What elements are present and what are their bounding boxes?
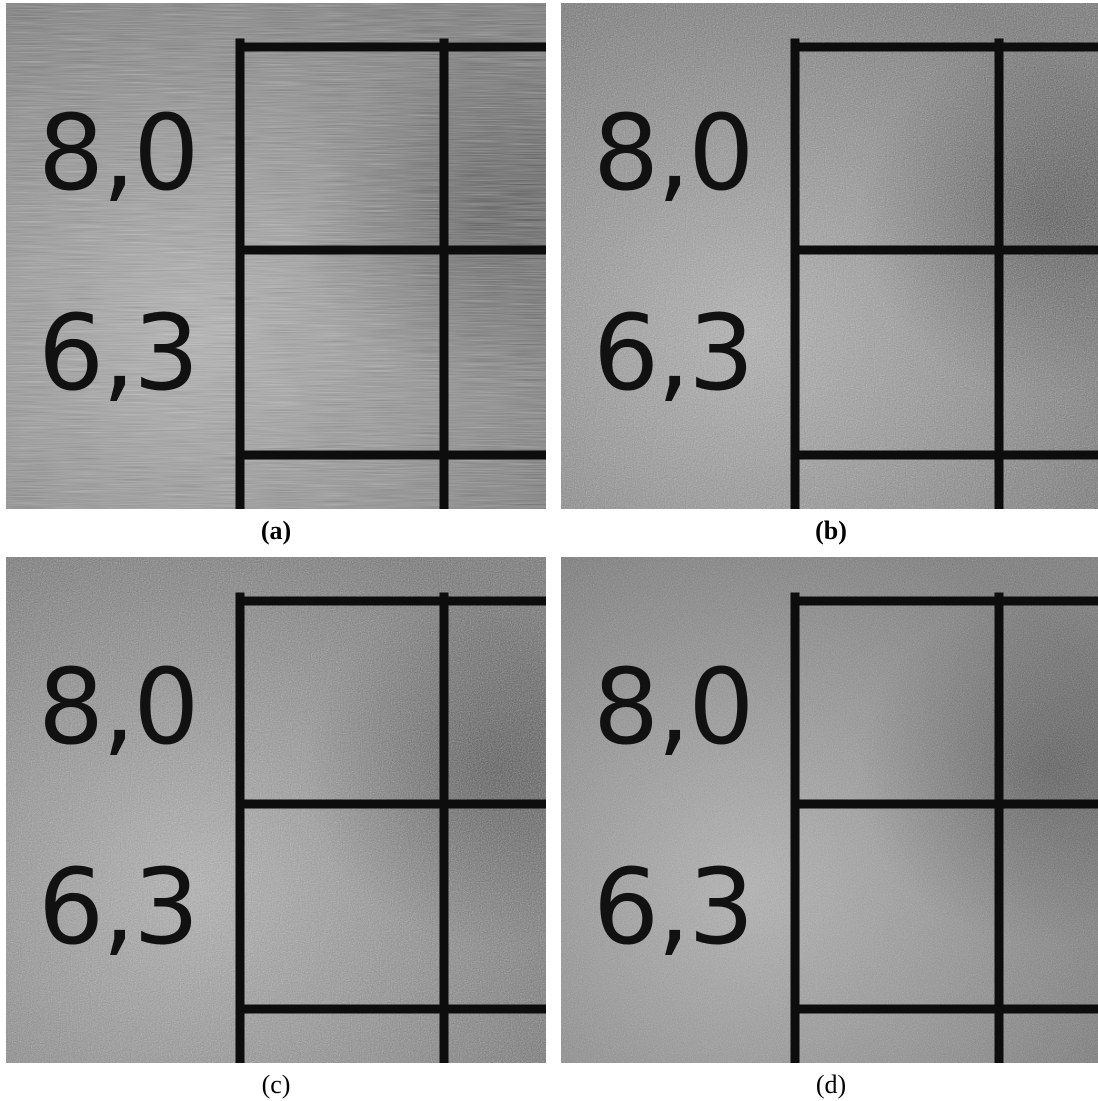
panel-a-caption: (a)	[260, 516, 292, 545]
grid-lines	[235, 38, 546, 509]
panel-d-caption: (d)	[815, 1070, 847, 1099]
label-top: 8,0	[593, 646, 752, 768]
label-bottom: 6,3	[593, 292, 752, 414]
panel-c-svg: 8,0 6,3	[6, 557, 546, 1063]
panel-c-caption: (c)	[261, 1070, 291, 1099]
label-bottom: 6,3	[38, 292, 197, 414]
panel-d-image: 8,0 6,3	[561, 557, 1098, 1063]
grid-lines	[790, 592, 1098, 1063]
noise-overlay-light	[6, 557, 546, 1063]
panel-a-svg: 8,0 6,3	[6, 3, 546, 509]
panel-c-image: 8,0 6,3	[6, 557, 546, 1063]
label-bottom: 6,3	[593, 846, 752, 968]
label-bottom: 6,3	[38, 846, 197, 968]
label-top: 8,0	[38, 92, 197, 214]
panel-b-caption: (b)	[815, 516, 847, 545]
label-top: 8,0	[593, 92, 752, 214]
panel-a-image: 8,0 6,3	[6, 3, 546, 509]
noise-overlay-light	[6, 3, 546, 509]
noise-overlay-light	[561, 3, 1098, 509]
grid-lines	[790, 38, 1098, 509]
grid-lines	[235, 592, 546, 1063]
panel-b-image: 8,0 6,3	[561, 3, 1098, 509]
panel-d-svg: 8,0 6,3	[561, 557, 1098, 1063]
panel-b-svg: 8,0 6,3	[561, 3, 1098, 509]
noise-overlay-light	[561, 557, 1098, 1063]
label-top: 8,0	[38, 646, 197, 768]
